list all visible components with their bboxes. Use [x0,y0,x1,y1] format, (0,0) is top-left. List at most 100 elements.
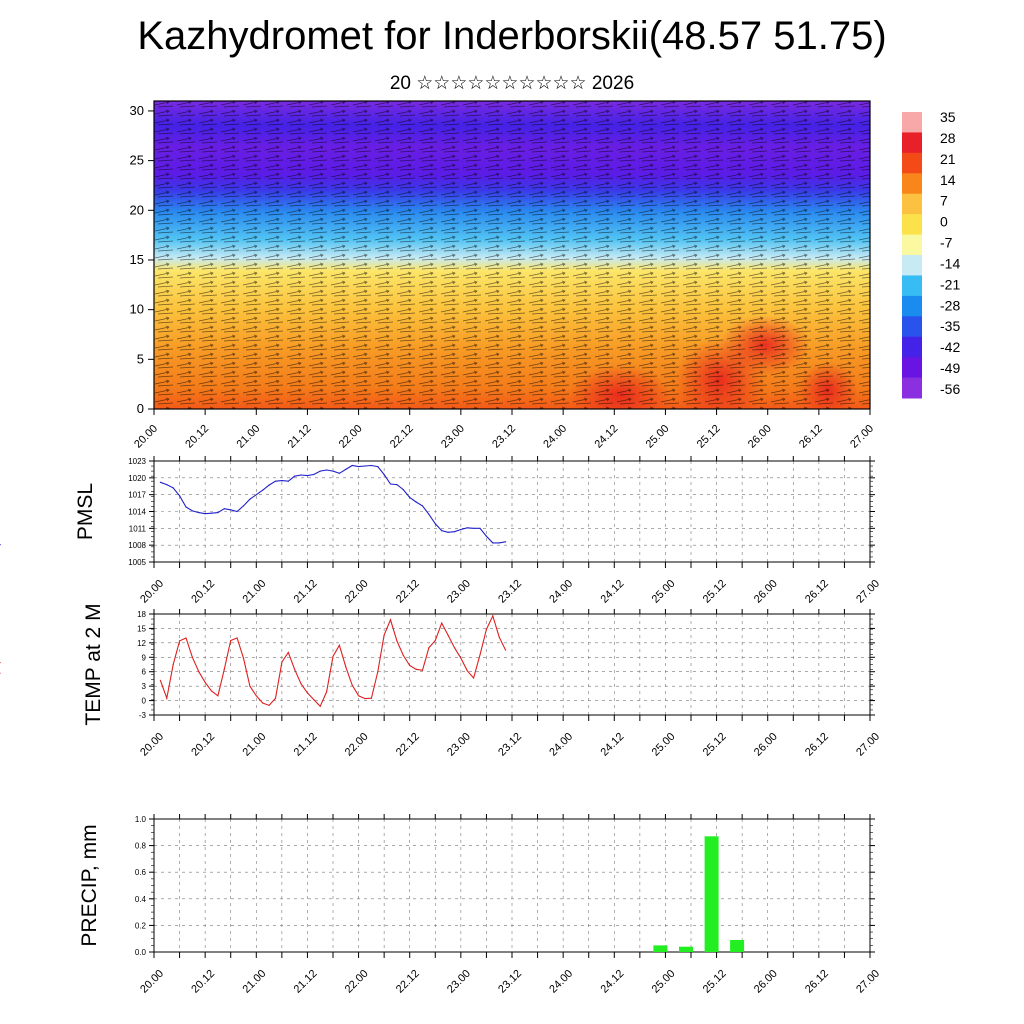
x-tick-label: 25.00 [650,731,678,759]
series-point [389,619,392,621]
series-point [281,480,283,482]
series-point [262,702,264,704]
colorbar-label: -14 [940,255,960,271]
series-point [217,695,219,697]
y-tick-label: 10 [130,302,144,317]
y-tick-label: 30 [130,103,144,118]
series-point [268,484,270,486]
page-subtitle: 20 ☆☆☆☆☆☆☆☆☆☆ 2026 [389,73,635,94]
x-tick-label: 23.12 [496,968,524,996]
series-point [441,622,443,624]
series-point [281,661,283,663]
series-point [172,487,174,489]
series-point [294,475,296,477]
series-point [453,647,456,649]
series-point [415,501,417,503]
temp-panel: -3 0 3 6 9 12 15 18 20.00 20.12 21.00 21.12 22.00 22.… [0,603,882,759]
x-tick-label: 21.12 [292,731,320,759]
series-point [441,530,443,532]
series-point [428,513,430,515]
series-point [300,683,302,685]
y-tick-label: 1008 [128,541,146,550]
x-tick-label: 26.00 [752,731,780,759]
y-tick-label: 18 [137,610,146,619]
series-point [287,651,289,654]
colorbar-swatch [902,173,922,195]
series-point [210,690,213,692]
series-point [460,528,462,531]
y-tick-label: 0 [142,697,147,706]
colorbar-swatch [902,152,922,174]
wind-barbs [154,101,870,409]
colorbar-swatch [902,377,922,399]
series-point [505,649,507,651]
series-point [396,640,398,642]
x-tick-label: 27.00 [854,731,882,759]
series-point [313,473,315,476]
colorbar-swatch [902,255,922,276]
series-point [434,639,436,642]
y-tick-label: 0.8 [135,842,147,851]
x-tick-label: 22.00 [343,731,371,759]
series-point [345,666,347,668]
x-tick-label: 25.12 [701,968,729,996]
x-tick-label: 21.00 [234,423,262,451]
x-tick-label: 25.00 [650,578,678,606]
series-point [345,468,347,470]
colorbar-label: 7 [940,193,948,209]
y-tick-label: 9 [142,653,147,662]
series-point [479,527,481,529]
series-point [485,628,487,631]
x-tick-label: 21.12 [292,578,320,606]
series-point [338,472,340,474]
y-axis-title: TEMP at 2 M [82,603,105,725]
series-point [473,677,475,679]
x-tick-label: 22.12 [394,731,422,759]
series-point [389,483,392,485]
colorbar-label: 35 [940,109,956,125]
x-tick-label: 24.00 [547,578,575,606]
x-tick-label: 21.00 [240,578,268,606]
x-tick-label: 27.00 [854,968,882,996]
x-tick-label: 23.00 [445,968,473,996]
x-tick-label: 20.12 [189,968,217,996]
series-point [338,644,340,646]
series-point [326,469,328,471]
series-point [447,634,449,636]
colorbar-swatch [902,357,922,379]
series-point [485,535,487,537]
x-tick-label: 23.12 [490,423,518,451]
precip-panel: 0.0 0.2 0.4 0.6 0.8 1.0 20.00 20.12 21.00 21.12 22… [78,814,882,996]
series-point [185,637,187,639]
series-point [402,654,404,657]
series-point [505,541,507,543]
precip-bar [653,945,668,952]
series-point [159,679,161,682]
x-tick-label: 21.12 [292,968,320,996]
y-axis-title: PMSL [74,483,97,540]
series-point [498,636,500,638]
series-point [166,697,168,699]
x-tick-label: 27.00 [848,423,876,451]
y-tick-label: 0.2 [135,921,147,930]
colorbar: 35 28 21 14 7 0 -7 -14 -21 -28 -35 -42 -49 -56 [902,109,960,399]
x-tick-label: 26.12 [803,968,831,996]
series-point [159,481,161,483]
colorbar-swatch [902,336,922,358]
series-point [383,634,385,636]
x-tick-label: 22.12 [394,968,422,996]
series-point [364,465,366,467]
series-point [370,464,372,467]
x-tick-label: 22.00 [343,578,371,606]
series-point [198,511,200,514]
series-point [274,697,277,699]
series-point [402,489,404,491]
series-point [383,473,385,476]
colorbar-swatch [902,316,922,338]
x-tick-label: 23.00 [445,578,473,606]
series-point [191,510,193,512]
series-point [236,510,238,513]
x-tick-label: 24.00 [547,968,575,996]
